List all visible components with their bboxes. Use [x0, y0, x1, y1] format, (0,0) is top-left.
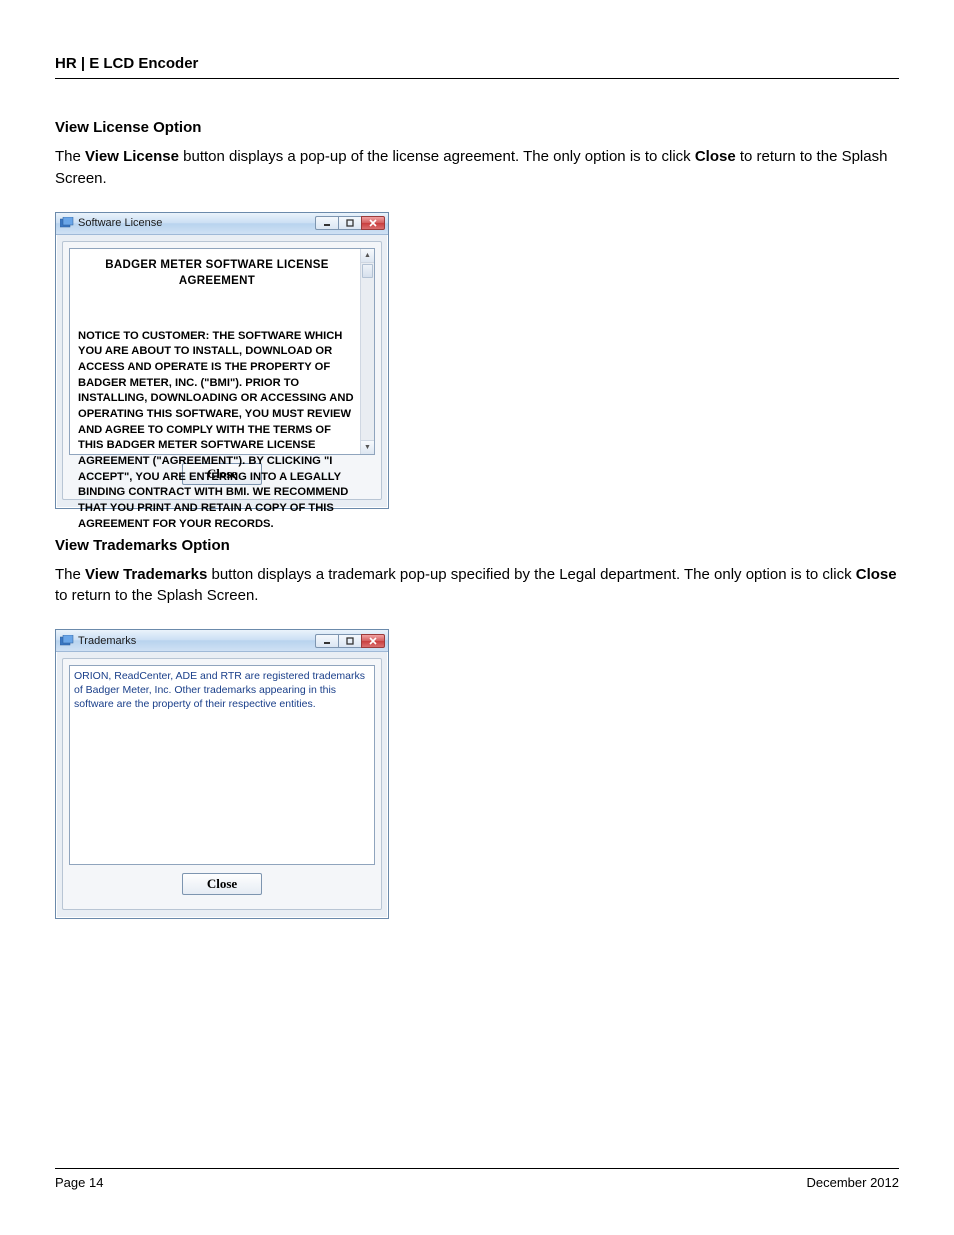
- minimize-button[interactable]: [315, 216, 339, 230]
- dialog-body: BADGER METER SOFTWARE LICENSE AGREEMENT …: [62, 241, 382, 500]
- maximize-button[interactable]: [338, 216, 362, 230]
- app-icon: [60, 217, 74, 229]
- text: button displays a trademark pop-up speci…: [207, 566, 855, 583]
- trademarks-text-area: ORION, ReadCenter, ADE and RTR are regis…: [70, 666, 374, 864]
- scroll-up-icon[interactable]: ▲: [361, 249, 374, 263]
- close-window-button[interactable]: [361, 216, 385, 230]
- bold-text: Close: [695, 148, 736, 165]
- page-number: Page 14: [55, 1175, 103, 1190]
- window-buttons: [316, 216, 385, 230]
- window-buttons: [316, 634, 385, 648]
- scroll-thumb[interactable]: [362, 264, 373, 278]
- dialog-titlebar: Software License: [56, 213, 388, 235]
- section-title-trademarks: View Trademarks Option: [55, 537, 899, 554]
- paragraph-trademarks: The View Trademarks button displays a tr…: [55, 564, 899, 608]
- app-icon: [60, 635, 74, 647]
- trademarks-dialog: Trademarks ORION, ReadCenter, ADE and RT…: [55, 629, 389, 919]
- text: The: [55, 566, 85, 583]
- page-header: HR | E LCD Encoder: [55, 55, 899, 79]
- bold-text: View Trademarks: [85, 566, 207, 583]
- license-text-area: BADGER METER SOFTWARE LICENSE AGREEMENT …: [70, 249, 360, 454]
- scroll-down-icon[interactable]: ▼: [361, 440, 374, 454]
- license-dialog: Software License BADGER METER SOFTWARE L…: [55, 212, 389, 509]
- dialog-title: Trademarks: [78, 635, 316, 647]
- close-window-button[interactable]: [361, 634, 385, 648]
- text: button displays a pop-up of the license …: [179, 148, 695, 165]
- bold-text: Close: [856, 566, 897, 583]
- section-title-license: View License Option: [55, 119, 899, 136]
- dialog-body: ORION, ReadCenter, ADE and RTR are regis…: [62, 658, 382, 910]
- license-body-text: NOTICE TO CUSTOMER: THE SOFTWARE WHICH Y…: [78, 329, 356, 533]
- license-heading: BADGER METER SOFTWARE LICENSE AGREEMENT: [78, 257, 356, 289]
- text: The: [55, 148, 85, 165]
- dialog-titlebar: Trademarks: [56, 630, 388, 652]
- trademarks-scrollpane: ORION, ReadCenter, ADE and RTR are regis…: [69, 665, 375, 865]
- bold-text: View License: [85, 148, 179, 165]
- footer-date: December 2012: [807, 1175, 900, 1190]
- scrollbar[interactable]: ▲ ▼: [360, 249, 374, 454]
- text: to return to the Splash Screen.: [55, 587, 258, 604]
- page-footer: Page 14 December 2012: [55, 1168, 899, 1190]
- license-scrollpane: BADGER METER SOFTWARE LICENSE AGREEMENT …: [69, 248, 375, 455]
- paragraph-license: The View License button displays a pop-u…: [55, 146, 899, 190]
- maximize-button[interactable]: [338, 634, 362, 648]
- dialog-title: Software License: [78, 217, 316, 229]
- close-button[interactable]: Close: [182, 873, 262, 895]
- minimize-button[interactable]: [315, 634, 339, 648]
